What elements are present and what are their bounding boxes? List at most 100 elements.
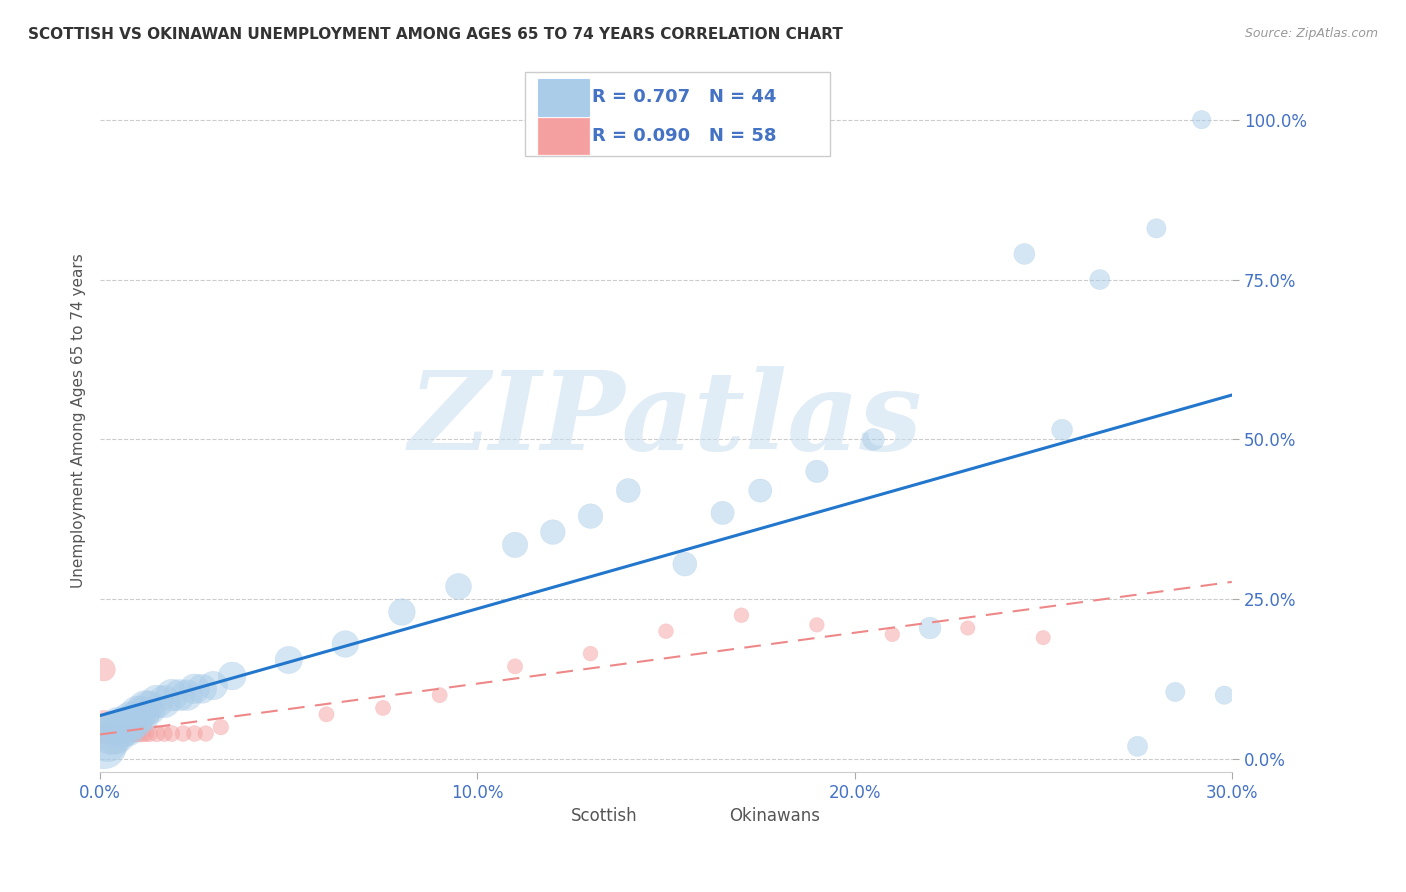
Text: Source: ZipAtlas.com: Source: ZipAtlas.com [1244,27,1378,40]
Point [371,701,394,715]
Point [1088,272,1111,286]
Point [335,637,357,651]
Point [221,669,243,683]
Point [104,726,127,740]
Point [1032,631,1054,645]
Point [127,726,149,740]
Point [100,726,122,740]
FancyBboxPatch shape [538,78,589,115]
Point [191,681,214,696]
Point [97,726,120,740]
Point [120,714,142,728]
Text: ZIPatlas: ZIPatlas [409,367,922,474]
Point [97,726,120,740]
Point [579,647,602,661]
Point [93,726,115,740]
FancyBboxPatch shape [522,799,568,830]
Point [93,726,115,740]
Point [579,509,602,524]
Point [447,579,470,593]
Point [108,720,131,734]
Text: R = 0.090   N = 58: R = 0.090 N = 58 [592,127,778,145]
Point [169,688,191,702]
Point [93,726,115,740]
Point [100,726,122,740]
Point [730,608,752,623]
Point [172,726,194,740]
Point [160,726,183,740]
Point [145,695,167,709]
Point [93,726,115,740]
Point [862,433,884,447]
Point [183,681,205,696]
Point [1126,739,1149,754]
Y-axis label: Unemployment Among Ages 65 to 74 years: Unemployment Among Ages 65 to 74 years [72,252,86,588]
Point [176,688,198,702]
Point [93,726,115,740]
Point [160,688,183,702]
Point [145,726,167,740]
Point [115,726,138,740]
Point [127,707,149,722]
Point [93,726,115,740]
Point [749,483,772,498]
Point [104,726,127,740]
Point [503,659,526,673]
Point [1213,688,1236,702]
Point [138,726,160,740]
Point [503,538,526,552]
Point [153,726,176,740]
Point [131,726,153,740]
Point [429,688,451,702]
Point [541,525,564,540]
Point [120,726,142,740]
Point [93,714,115,728]
Point [93,726,115,740]
Point [183,726,205,740]
Text: Scottish: Scottish [571,806,637,824]
Point [93,726,115,740]
Point [108,726,131,740]
Point [104,726,127,740]
Point [806,464,828,478]
Point [882,627,904,641]
Point [93,726,115,740]
Text: SCOTTISH VS OKINAWAN UNEMPLOYMENT AMONG AGES 65 TO 74 YEARS CORRELATION CHART: SCOTTISH VS OKINAWAN UNEMPLOYMENT AMONG … [28,27,844,42]
Point [97,726,120,740]
Point [93,726,115,740]
Point [918,621,941,635]
Point [202,679,225,693]
Point [97,726,120,740]
Point [97,733,120,747]
Point [153,695,176,709]
Point [1191,112,1213,127]
Point [711,506,734,520]
Point [97,726,120,740]
Point [956,621,979,635]
Point [131,707,153,722]
Point [655,624,678,639]
Point [673,557,696,571]
Text: Okinawans: Okinawans [730,806,820,824]
Point [277,653,299,667]
Text: R = 0.707   N = 44: R = 0.707 N = 44 [592,88,776,106]
Point [1144,221,1167,235]
Point [138,701,160,715]
Point [122,726,145,740]
Point [1014,247,1036,261]
Point [194,726,217,740]
Point [122,714,145,728]
Point [93,726,115,740]
Point [93,726,115,740]
Point [93,726,115,740]
Point [1164,685,1187,699]
Point [134,701,156,715]
Point [209,720,232,734]
Point [108,726,131,740]
Point [93,726,115,740]
Point [391,605,413,619]
Point [115,726,138,740]
Point [315,707,337,722]
Point [806,617,828,632]
Point [100,726,122,740]
